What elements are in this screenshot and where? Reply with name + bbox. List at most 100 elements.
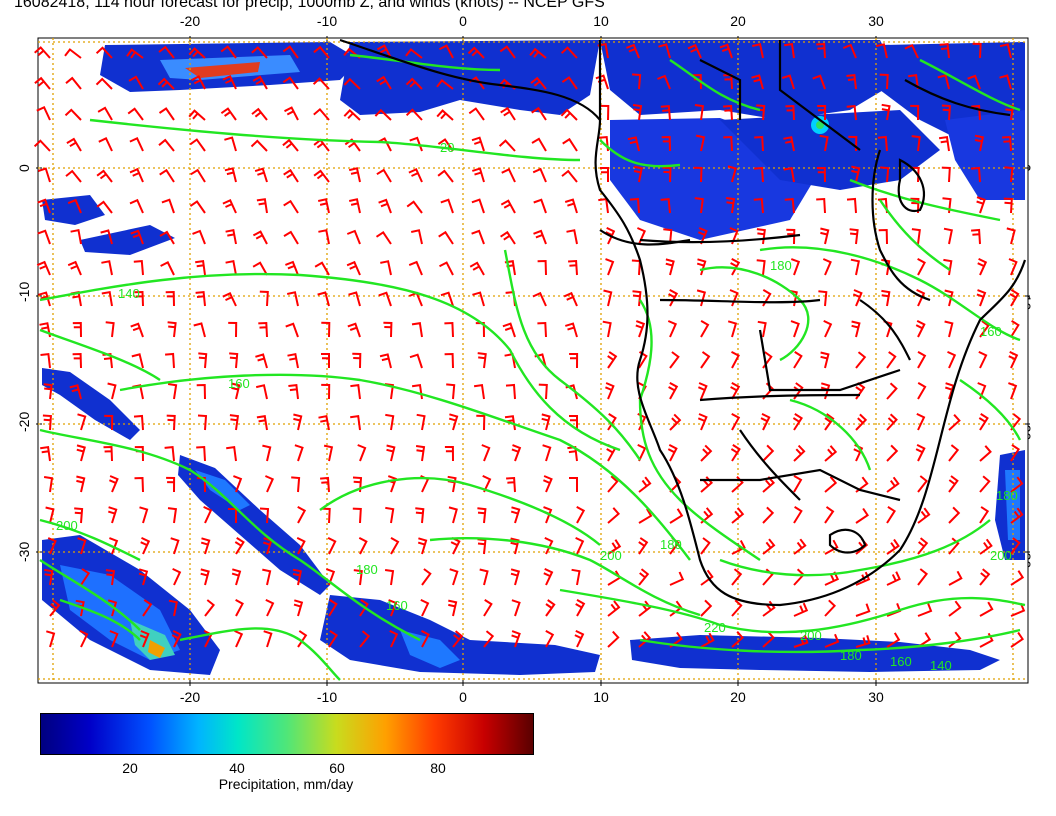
wind-barb: [784, 198, 795, 214]
wind-barb: [818, 290, 828, 307]
wind-barb: [33, 139, 51, 152]
wind-barb: [379, 353, 392, 369]
wind-barb: [421, 568, 432, 586]
wind-barb: [411, 322, 423, 338]
wind-barb: [569, 353, 579, 369]
wind-barb: [74, 507, 84, 524]
wind-barb: [948, 570, 963, 586]
wind-barb: [256, 198, 268, 214]
wind-barb: [348, 167, 361, 183]
wind-barb: [327, 537, 337, 555]
wind-barb: [378, 198, 392, 214]
wind-barb: [166, 414, 176, 431]
contour-label: 200: [56, 518, 78, 533]
contour-label: 220: [704, 620, 726, 635]
wind-barb: [842, 43, 857, 59]
wind-barb: [972, 42, 982, 59]
wind-barb: [762, 631, 775, 648]
wind-barb: [879, 73, 889, 90]
wind-barb: [762, 568, 774, 586]
wind-barb: [560, 108, 578, 121]
wind-barb: [762, 444, 775, 462]
wind-barb: [228, 321, 238, 338]
contour-label: 160: [228, 376, 250, 391]
wind-barb: [851, 165, 861, 183]
wind-barb: [471, 229, 485, 245]
wind-barb: [695, 134, 706, 152]
wind-barb: [473, 383, 485, 400]
wind-barb: [731, 476, 744, 493]
wind-barb: [533, 198, 547, 214]
wind-barb: [297, 630, 308, 648]
wind-barb: [252, 261, 268, 276]
colorbar-label: Precipitation, mm/day: [218, 776, 354, 792]
wind-barb: [916, 412, 926, 431]
wind-barb: [786, 228, 796, 245]
wind-barb: [793, 602, 809, 617]
colorbar-tick: 40: [229, 760, 245, 776]
wind-barb: [948, 506, 961, 524]
wind-barb: [438, 44, 454, 59]
wind-barb: [855, 603, 871, 617]
coastlines-and-borders: [339, 38, 1027, 607]
wind-barb: [911, 135, 921, 152]
wind-barb: [979, 538, 993, 555]
wind-barb: [188, 47, 206, 59]
wind-barb: [751, 74, 764, 90]
wind-barb: [979, 506, 990, 524]
wind-barb: [751, 43, 764, 59]
wind-barb: [251, 107, 268, 121]
wind-barb: [70, 229, 82, 245]
map-title: 16082418, 114 hour forecast for precip, …: [14, 0, 605, 11]
contour-label: 20: [440, 140, 454, 155]
wind-barb: [375, 231, 392, 245]
wind-barb: [192, 229, 206, 245]
wind-barb: [95, 46, 113, 59]
contour-label: 160: [386, 598, 408, 613]
wind-barb: [343, 108, 361, 121]
wind-barb: [1010, 602, 1026, 617]
wind-barb: [126, 48, 144, 59]
wind-barb: [723, 135, 733, 152]
wind-barb: [343, 77, 361, 90]
wind-barb: [947, 350, 957, 369]
wind-barb: [96, 169, 113, 183]
wind-barb: [908, 73, 919, 90]
wind-barb: [350, 383, 361, 400]
wind-barb: [140, 536, 151, 555]
wind-barb: [189, 200, 206, 214]
wind-barb: [313, 45, 330, 59]
wind-barb: [408, 167, 423, 183]
wind-barb: [948, 475, 959, 493]
wind-barb: [543, 567, 554, 586]
wind-barb: [730, 258, 741, 276]
contour-label: 180: [840, 648, 862, 663]
wind-barb: [668, 382, 679, 400]
wind-barb: [67, 198, 82, 214]
wind-barb: [252, 230, 268, 245]
wind-barb: [97, 106, 113, 121]
wind-barb: [607, 475, 619, 493]
lon-tick-bottom: 10: [593, 689, 609, 705]
wind-barb: [40, 445, 51, 462]
wind-barb: [850, 258, 860, 276]
wind-barb: [385, 506, 395, 524]
wind-barb: [131, 353, 144, 369]
wind-barb: [697, 382, 708, 400]
wind-barb: [700, 351, 711, 369]
wind-barb: [568, 259, 578, 276]
wind-barb: [511, 444, 522, 462]
wind-barb: [510, 568, 521, 586]
wind-barb: [472, 167, 485, 183]
wind-barb: [974, 134, 984, 152]
wind-barb: [694, 197, 704, 214]
wind-barb: [822, 258, 832, 276]
wind-barb: [34, 46, 51, 59]
wind-barb: [195, 291, 206, 307]
wind-barb: [408, 260, 423, 276]
wind-barb: [158, 45, 175, 59]
wind-barb: [967, 74, 981, 90]
wind-barb: [574, 629, 585, 648]
wind-barb: [849, 228, 859, 245]
wind-barb: [697, 413, 708, 431]
